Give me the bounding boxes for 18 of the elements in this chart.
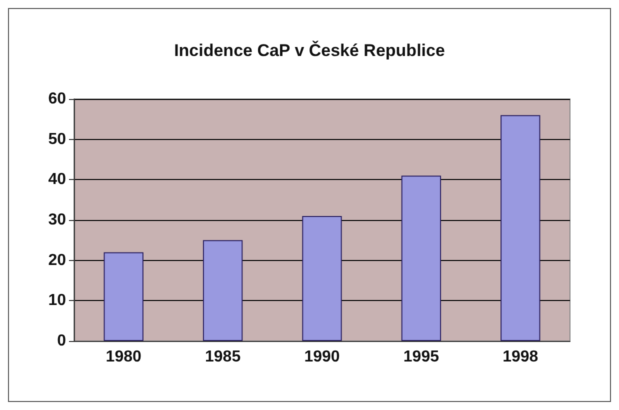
- y-tick-label: 10: [48, 292, 66, 310]
- bar: [401, 176, 442, 341]
- x-tick-label: 1980: [106, 348, 142, 366]
- bar: [202, 240, 243, 341]
- x-tick-label: 1998: [502, 348, 538, 366]
- bar: [500, 115, 540, 341]
- y-tick-label: 20: [48, 252, 66, 269]
- x-tick-label: 1985: [205, 348, 241, 366]
- chart-title: Incidence CaP v České Republice: [174, 40, 445, 60]
- bar: [104, 252, 144, 341]
- y-tick-label: 40: [48, 171, 66, 188]
- x-tick-label: 1995: [403, 348, 440, 366]
- y-tick-label: 60: [48, 90, 66, 108]
- x-tick-label: 1990: [304, 348, 340, 366]
- y-tick-label: 50: [48, 130, 66, 148]
- y-tick-label: 0: [57, 332, 66, 350]
- y-tick-label: 30: [48, 212, 66, 228]
- bar: [302, 216, 342, 341]
